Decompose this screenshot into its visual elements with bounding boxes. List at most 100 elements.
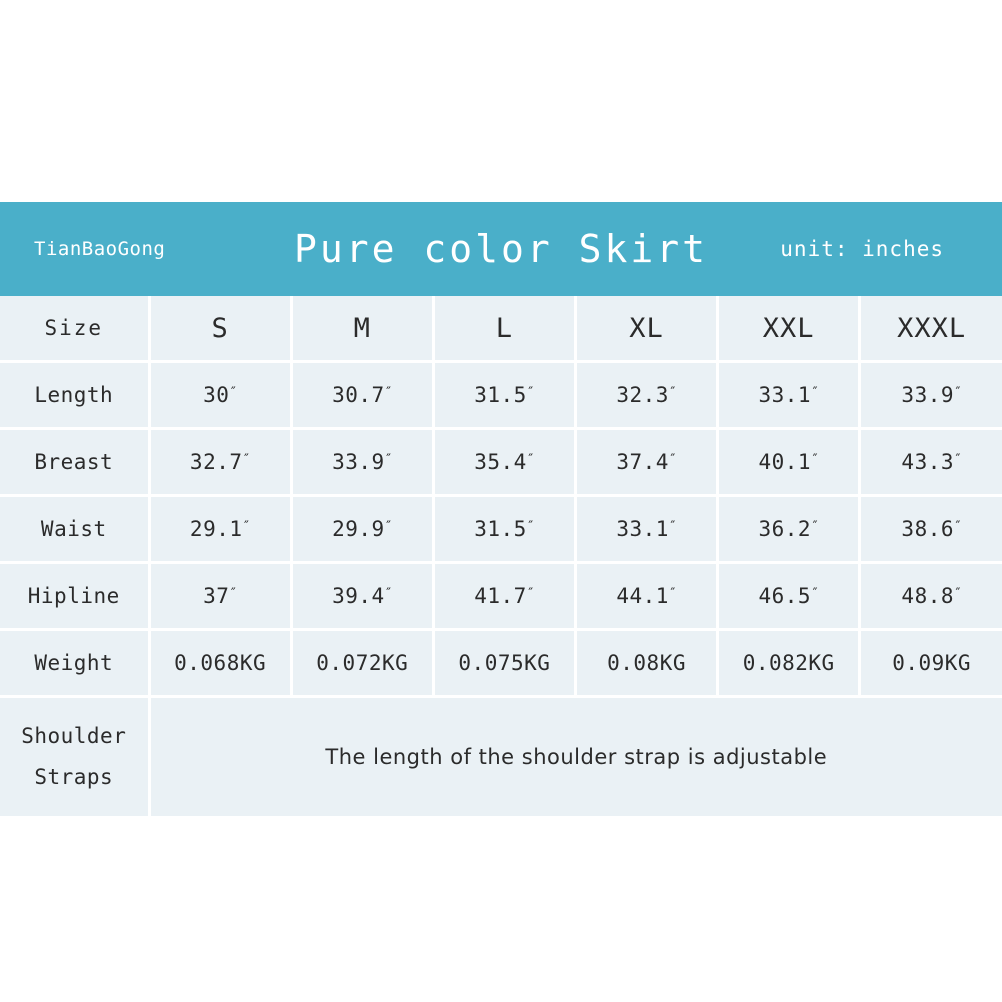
table-cell: 35.4″ bbox=[433, 428, 577, 497]
cell-value: 33.9 bbox=[332, 450, 385, 474]
measurements-table: Size S M L XL XXL XXXL Length 30″ 30.7″ 31.5″ 32.3″… bbox=[0, 296, 1002, 816]
table-row: Waist 29.1″ 29.9″ 31.5″ 33.1″ 36.2″ 38.6″ bbox=[0, 495, 1002, 564]
inch-mark: ″ bbox=[668, 519, 677, 535]
table-cell: 33.9″ bbox=[859, 361, 1002, 430]
cell-value: 33.9 bbox=[901, 383, 954, 407]
inch-mark: ″ bbox=[526, 452, 535, 468]
column-header-size: S bbox=[149, 296, 293, 363]
size-chart: TianBaoGong Pure color Skirt unit: inche… bbox=[0, 202, 1002, 816]
table-cell: 44.1″ bbox=[575, 562, 720, 631]
table-cell: 30″ bbox=[149, 361, 293, 430]
cell-value: 33.1 bbox=[758, 383, 812, 407]
table-row: Breast 32.7″ 33.9″ 35.4″ 37.4″ 40.1″ 43.3″ bbox=[0, 428, 1002, 497]
cell-value: 0.082KG bbox=[742, 651, 835, 675]
inch-mark: ″ bbox=[229, 586, 238, 602]
cell-value: 43.3 bbox=[901, 450, 954, 474]
brand-label: TianBaoGong bbox=[34, 238, 166, 260]
chart-title-bar: TianBaoGong Pure color Skirt unit: inche… bbox=[0, 202, 1002, 296]
cell-value: 38.6 bbox=[901, 517, 954, 541]
cell-value: 36.2 bbox=[758, 517, 812, 541]
inch-mark: ″ bbox=[811, 385, 819, 401]
inch-mark: ″ bbox=[526, 519, 535, 535]
column-header-size: XXL bbox=[717, 296, 862, 363]
cell-value: 48.8 bbox=[901, 584, 954, 608]
column-header-size: XXXL bbox=[859, 296, 1002, 363]
table-cell: 0.075KG bbox=[433, 629, 577, 698]
row-header-length: Length bbox=[0, 361, 151, 430]
row-header-size: Size bbox=[0, 296, 151, 363]
row-header-shoulder-straps: Shoulder Straps bbox=[0, 696, 151, 816]
inch-mark: ″ bbox=[811, 452, 819, 468]
table-cell: 30.7″ bbox=[291, 361, 435, 430]
cell-value: 32.3 bbox=[616, 383, 669, 407]
shoulder-strap-note: The length of the shoulder strap is adju… bbox=[149, 696, 1002, 816]
inch-mark: ″ bbox=[668, 385, 677, 401]
table-cell: 37.4″ bbox=[575, 428, 720, 497]
table-cell: 32.7″ bbox=[149, 428, 293, 497]
inch-mark: ″ bbox=[668, 452, 677, 468]
inch-mark: ″ bbox=[526, 586, 535, 602]
cell-value: 0.09KG bbox=[892, 651, 972, 675]
inch-mark: ″ bbox=[954, 385, 962, 401]
table-cell: 0.082KG bbox=[717, 629, 862, 698]
inch-mark: ″ bbox=[384, 385, 393, 401]
table-cell: 33.1″ bbox=[575, 495, 720, 564]
cell-value: 0.075KG bbox=[458, 651, 551, 675]
inch-mark: ″ bbox=[384, 452, 393, 468]
table-cell: 41.7″ bbox=[433, 562, 577, 631]
unit-label: unit: inches bbox=[780, 237, 944, 261]
table-row: Length 30″ 30.7″ 31.5″ 32.3″ 33.1″ 33.9″ bbox=[0, 361, 1002, 430]
cell-value: 29.1 bbox=[189, 517, 243, 541]
row-header-waist: Waist bbox=[0, 495, 151, 564]
table-cell: 33.9″ bbox=[291, 428, 435, 497]
table-cell: 40.1″ bbox=[717, 428, 862, 497]
table-cell: 36.2″ bbox=[717, 495, 862, 564]
cell-value: 39.4 bbox=[332, 584, 385, 608]
inch-mark: ″ bbox=[811, 519, 819, 535]
table-row-size: Size S M L XL XXL XXXL bbox=[0, 296, 1002, 363]
inch-mark: ″ bbox=[384, 586, 393, 602]
page-title: Pure color Skirt bbox=[293, 227, 709, 271]
row-header-hipline: Hipline bbox=[0, 562, 151, 631]
cell-value: 0.072KG bbox=[316, 651, 409, 675]
table-cell: 0.072KG bbox=[291, 629, 435, 698]
row-header-weight: Weight bbox=[0, 629, 151, 698]
cell-value: 31.5 bbox=[474, 517, 527, 541]
table-cell: 43.3″ bbox=[859, 428, 1002, 497]
row-header-line-1: Shoulder bbox=[21, 724, 127, 749]
table-cell: 0.08KG bbox=[575, 629, 720, 698]
table-cell: 0.068KG bbox=[149, 629, 293, 698]
table-row: Weight 0.068KG 0.072KG 0.075KG 0.08KG 0.082KG… bbox=[0, 629, 1002, 698]
table-cell: 39.4″ bbox=[291, 562, 435, 631]
cell-value: 0.08KG bbox=[607, 651, 686, 675]
inch-mark: ″ bbox=[229, 385, 238, 401]
table-cell: 48.8″ bbox=[859, 562, 1002, 631]
row-header-breast: Breast bbox=[0, 428, 151, 497]
table-cell: 38.6″ bbox=[859, 495, 1002, 564]
table-cell: 32.3″ bbox=[575, 361, 720, 430]
table-cell: 29.1″ bbox=[149, 495, 293, 564]
inch-mark: ″ bbox=[242, 519, 251, 535]
table-cell: 37″ bbox=[149, 562, 293, 631]
table-row-shoulder-straps: Shoulder Straps The length of the shoulder… bbox=[0, 696, 1002, 816]
column-header-size: L bbox=[433, 296, 577, 363]
cell-value: 46.5 bbox=[758, 584, 812, 608]
cell-value: 41.7 bbox=[474, 584, 527, 608]
column-header-size: XL bbox=[575, 296, 720, 363]
cell-value: 33.1 bbox=[616, 517, 669, 541]
cell-value: 30.7 bbox=[332, 383, 385, 407]
cell-value: 37 bbox=[203, 584, 230, 608]
column-header-size: M bbox=[291, 296, 435, 363]
inch-mark: ″ bbox=[954, 586, 962, 602]
cell-value: 40.1 bbox=[758, 450, 812, 474]
cell-value: 32.7 bbox=[189, 450, 243, 474]
table-cell: 33.1″ bbox=[717, 361, 862, 430]
inch-mark: ″ bbox=[954, 452, 962, 468]
cell-value: 30 bbox=[203, 383, 230, 407]
table-cell: 31.5″ bbox=[433, 361, 577, 430]
row-header-line-2: Straps bbox=[34, 765, 114, 789]
table-cell: 29.9″ bbox=[291, 495, 435, 564]
table-cell: 0.09KG bbox=[859, 629, 1002, 698]
inch-mark: ″ bbox=[954, 519, 962, 535]
cell-value: 35.4 bbox=[474, 450, 527, 474]
